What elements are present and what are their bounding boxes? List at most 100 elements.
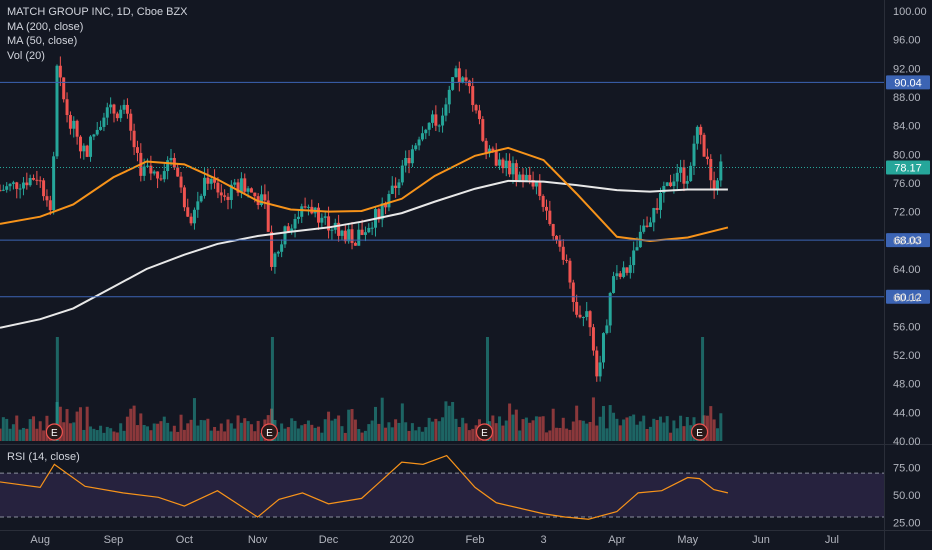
volume-bar	[75, 411, 79, 441]
candle-body	[457, 68, 461, 83]
volume-bar	[25, 428, 29, 441]
candle-body	[347, 229, 351, 242]
volume-bar	[571, 421, 575, 441]
candle-body	[159, 178, 163, 180]
volume-bar	[679, 415, 683, 441]
volume-bar	[129, 408, 133, 441]
volume-bar	[407, 430, 411, 441]
earnings-marker[interactable]	[260, 423, 279, 441]
volume-bar	[394, 419, 398, 441]
candle-body	[18, 188, 22, 190]
price-tick-label: 92.00	[893, 63, 921, 75]
candle-body	[400, 165, 404, 183]
volume-bar	[229, 423, 233, 441]
volume-bar	[149, 430, 153, 441]
candle-body	[25, 182, 29, 186]
volume-bar	[112, 431, 116, 441]
volume-bar	[565, 428, 569, 441]
volume-bar	[293, 420, 297, 441]
candle-body	[712, 180, 716, 190]
last-price-box	[886, 160, 930, 175]
candle-body	[306, 206, 310, 208]
volume-bar	[374, 406, 377, 441]
volume-bar	[508, 403, 512, 441]
candle-body	[162, 171, 166, 180]
candle-body	[544, 206, 548, 211]
candle-body	[380, 203, 384, 220]
candle-body	[58, 65, 62, 78]
candle-body	[665, 182, 669, 186]
volume-bar	[62, 422, 66, 441]
volume-bar	[196, 425, 200, 441]
candle-body	[243, 178, 247, 192]
candle-body	[8, 183, 12, 187]
volume-bar	[548, 430, 552, 441]
candle-body	[591, 327, 595, 351]
candle-body	[534, 182, 538, 187]
volume-bar	[491, 415, 495, 441]
rsi-legend: RSI (14, close)	[7, 451, 80, 463]
volume-bar	[166, 422, 170, 441]
volume-bar	[380, 397, 384, 441]
candle-body	[387, 194, 391, 208]
candle-body	[260, 194, 264, 206]
price-tick-label: 84.00	[893, 121, 921, 133]
volume-bar	[427, 417, 431, 441]
volume-bar	[682, 426, 686, 441]
volume-bar	[65, 409, 69, 441]
candle-body	[296, 216, 300, 219]
volume-bar	[441, 417, 445, 441]
volume-bar	[400, 403, 404, 441]
volume-bar	[672, 420, 676, 441]
candle-body	[122, 104, 126, 110]
candle-body	[300, 206, 304, 217]
candle-body	[189, 216, 193, 224]
volume-bar	[612, 412, 616, 441]
candle-body	[615, 273, 619, 277]
candle-body	[337, 222, 341, 236]
ma50-line	[0, 146, 729, 243]
volume-bar	[384, 427, 388, 441]
volume-bar	[139, 413, 143, 441]
volume-bar	[95, 430, 99, 441]
candle-body	[618, 273, 622, 277]
candle-body	[236, 182, 240, 193]
volume-bar	[367, 424, 371, 441]
earnings-marker[interactable]	[475, 423, 494, 441]
volume-bar	[424, 427, 428, 441]
candle-body	[253, 192, 257, 197]
candle-body	[42, 180, 46, 197]
price-tick-label: 52.00	[893, 350, 921, 362]
earnings-marker[interactable]	[690, 423, 709, 441]
candle-body	[196, 201, 200, 210]
volume-legend: Vol (20)	[7, 49, 45, 62]
candle-body	[595, 350, 599, 377]
volume-bar	[203, 420, 207, 441]
volume-bar	[323, 419, 327, 441]
volume-bar	[350, 409, 354, 441]
candle-body	[52, 156, 56, 211]
rsi-tick-label: 25.00	[893, 518, 921, 530]
candle-body	[280, 244, 284, 252]
volume-bar	[632, 414, 636, 441]
candle-body	[377, 209, 381, 220]
candle-body	[38, 180, 42, 182]
earnings-marker-label: E	[266, 428, 273, 439]
candle-body	[213, 178, 217, 183]
volume-bar	[89, 426, 93, 441]
volume-bar	[652, 418, 656, 441]
candle-body	[11, 182, 15, 184]
earnings-marker[interactable]	[45, 423, 63, 441]
time-tick-label: Jun	[752, 534, 770, 546]
volume-bar	[58, 406, 62, 441]
candle-body	[340, 230, 344, 236]
volume-bar	[628, 416, 632, 441]
candle-body	[464, 77, 468, 81]
candle-body	[585, 311, 589, 318]
volume-bar	[675, 428, 679, 441]
candle-body	[216, 182, 220, 193]
volume-bar	[498, 416, 502, 441]
candle-body	[199, 195, 203, 202]
candle-body	[622, 267, 626, 277]
